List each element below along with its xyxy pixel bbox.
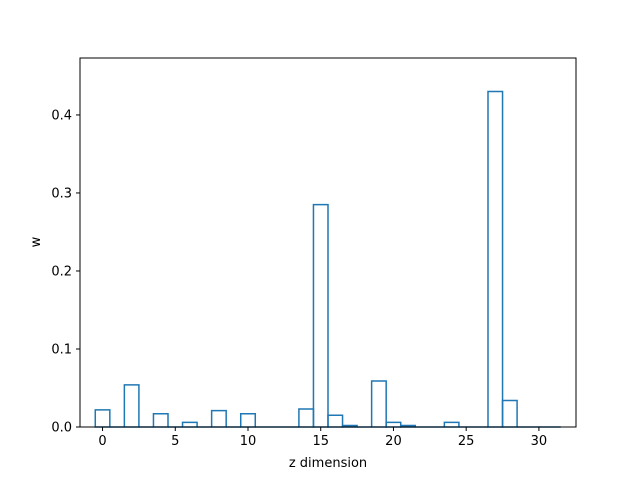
histogram-bar-10: [239, 412, 257, 428]
x-tick-label: 20: [385, 434, 402, 449]
x-tick-label: 5: [171, 434, 179, 449]
y-tick-label: 0.4: [51, 108, 72, 123]
y-tick-label: 0.1: [51, 342, 72, 357]
histogram-bar-20: [385, 421, 402, 428]
histogram-bar-14: [298, 408, 315, 428]
y-tick-label: 0.2: [51, 264, 72, 279]
x-tick-label: 25: [458, 434, 475, 449]
histogram-bar-15: [312, 203, 329, 428]
x-tick-label: 10: [240, 434, 257, 449]
histogram-bar-27: [487, 90, 504, 428]
y-axis-label: w: [29, 236, 44, 247]
histogram-bar-8: [210, 409, 227, 428]
x-tick-label: 15: [312, 434, 329, 449]
histogram-bar-28: [501, 399, 518, 428]
histogram-bar-6: [181, 421, 198, 428]
y-tick-label: 0.3: [51, 186, 72, 201]
x-tick-label: 30: [531, 434, 548, 449]
histogram-bar-2: [123, 384, 140, 428]
histogram-bar-19: [370, 380, 387, 428]
y-tick-label: 0.0: [51, 421, 72, 436]
histogram-bar-0: [94, 409, 111, 428]
histogram-bar-24: [443, 421, 460, 428]
x-tick-label: 0: [98, 434, 106, 449]
histogram-bar-16: [327, 414, 344, 428]
x-axis-label: z dimension: [289, 456, 367, 471]
histogram-bar-4: [152, 412, 169, 428]
plot-frame: [79, 57, 577, 428]
